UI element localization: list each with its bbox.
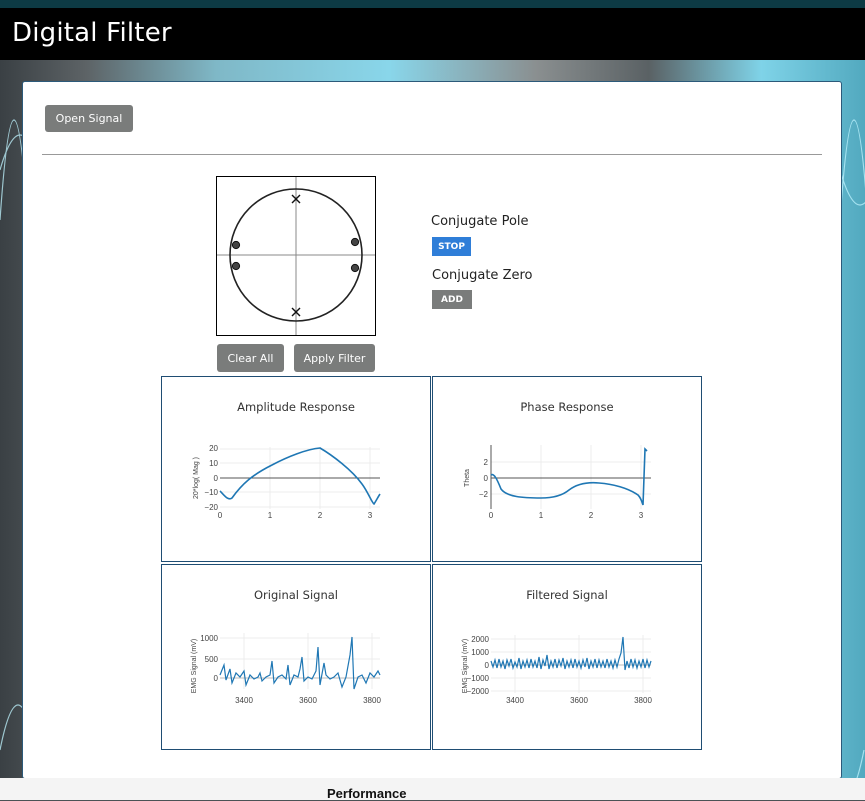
filtered-signal-panel: Filtered Signal 2000 1000 0 −1000 −2000 … [432, 564, 702, 750]
zero-left-bottom[interactable] [231, 261, 241, 271]
phase-xtick: 0 [489, 511, 494, 520]
filt-xtick: 3800 [634, 696, 652, 705]
performance-heading: Performance [327, 786, 407, 801]
app-header: Digital Filter [0, 8, 865, 60]
amplitude-curve [219, 447, 381, 506]
orig-ytick: 1000 [200, 634, 218, 643]
amplitude-response-panel: Amplitude Response 20 10 0 −10 −20 0 1 2… [161, 376, 431, 562]
conjugate-pole-label: Conjugate Pole [431, 214, 529, 229]
below-fold-section: Performance [0, 778, 865, 801]
orig-xtick: 3600 [299, 696, 317, 705]
conjugate-pole-button[interactable]: STOP [432, 237, 471, 256]
main-card: Open Signal Clear All Apply Filter Conju… [22, 81, 842, 779]
window-top-strip [0, 0, 865, 8]
filt-ytick: 0 [485, 661, 490, 670]
pole-top[interactable] [291, 194, 301, 204]
phase-ytick: 2 [484, 458, 489, 467]
phase-xtick: 2 [589, 511, 594, 520]
conjugate-zero-label: Conjugate Zero [432, 268, 533, 283]
amp-ytick: 10 [209, 459, 218, 468]
zero-left-top[interactable] [231, 240, 241, 250]
amp-ytick: 20 [209, 444, 218, 453]
filt-xtick: 3400 [506, 696, 524, 705]
apply-filter-button[interactable]: Apply Filter [294, 344, 375, 372]
phase-curve [490, 447, 648, 506]
unit-circle [229, 188, 363, 322]
page-title: Digital Filter [12, 18, 172, 48]
filt-ytick: 1000 [471, 648, 489, 657]
conjugate-zero-button[interactable]: ADD [432, 290, 472, 309]
phase-ytick: −2 [479, 490, 489, 499]
phase-xtick: 3 [639, 511, 644, 520]
z-plane-canvas [217, 177, 375, 335]
amp-ytick: 0 [214, 474, 219, 483]
original-plot[interactable]: 1000 500 0 3400 3600 3800 EMG Signal (mV… [162, 565, 430, 749]
phase-ytick: 0 [484, 474, 489, 483]
divider [42, 154, 822, 155]
filt-xtick: 3600 [570, 696, 588, 705]
filt-ytick: 2000 [471, 635, 489, 644]
original-title: Original Signal [254, 588, 338, 602]
orig-ylabel: EMG Signal (mV) [191, 639, 198, 693]
amp-xtick: 1 [268, 511, 273, 520]
phase-ylabel: Theta [464, 469, 471, 487]
amplitude-title: Amplitude Response [237, 400, 355, 414]
pole-bottom[interactable] [291, 307, 301, 317]
amp-xtick: 3 [368, 511, 373, 520]
orig-xtick: 3800 [363, 696, 381, 705]
orig-xtick: 3400 [235, 696, 253, 705]
filt-ytick: −1000 [467, 674, 490, 683]
amp-ytick: −20 [204, 503, 218, 512]
zero-right-bottom[interactable] [350, 263, 360, 273]
phase-plot[interactable]: 2 0 −2 0 1 2 3 Theta [433, 377, 701, 561]
filtered-title: Filtered Signal [526, 588, 608, 602]
orig-ytick: 500 [205, 655, 219, 664]
clear-all-button[interactable]: Clear All [217, 344, 284, 372]
original-signal-panel: Original Signal 1000 500 0 3400 3600 380… [161, 564, 431, 750]
amp-ytick: −10 [204, 488, 218, 497]
open-signal-button[interactable]: Open Signal [45, 105, 133, 132]
amplitude-plot[interactable]: 20 10 0 −10 −20 0 1 2 3 20*log( Mag ) [162, 377, 430, 561]
phase-title: Phase Response [520, 400, 614, 414]
filt-ylabel: EMG Signal (mV) [462, 639, 469, 693]
filtered-signal-trace [490, 636, 652, 671]
original-signal-trace [219, 636, 381, 690]
phase-response-panel: Phase Response 2 0 −2 0 1 2 3 Theta [432, 376, 702, 562]
phase-xtick: 1 [539, 511, 544, 520]
filtered-plot[interactable]: 2000 1000 0 −1000 −2000 3400 3600 3800 E… [433, 565, 701, 749]
amp-xtick: 2 [318, 511, 323, 520]
zero-right-top[interactable] [350, 237, 360, 247]
orig-ytick: 0 [214, 674, 219, 683]
amp-xtick: 0 [218, 511, 223, 520]
amp-ylabel: 20*log( Mag ) [193, 457, 200, 499]
filt-ytick: −2000 [467, 687, 490, 696]
z-plane[interactable] [216, 176, 376, 336]
